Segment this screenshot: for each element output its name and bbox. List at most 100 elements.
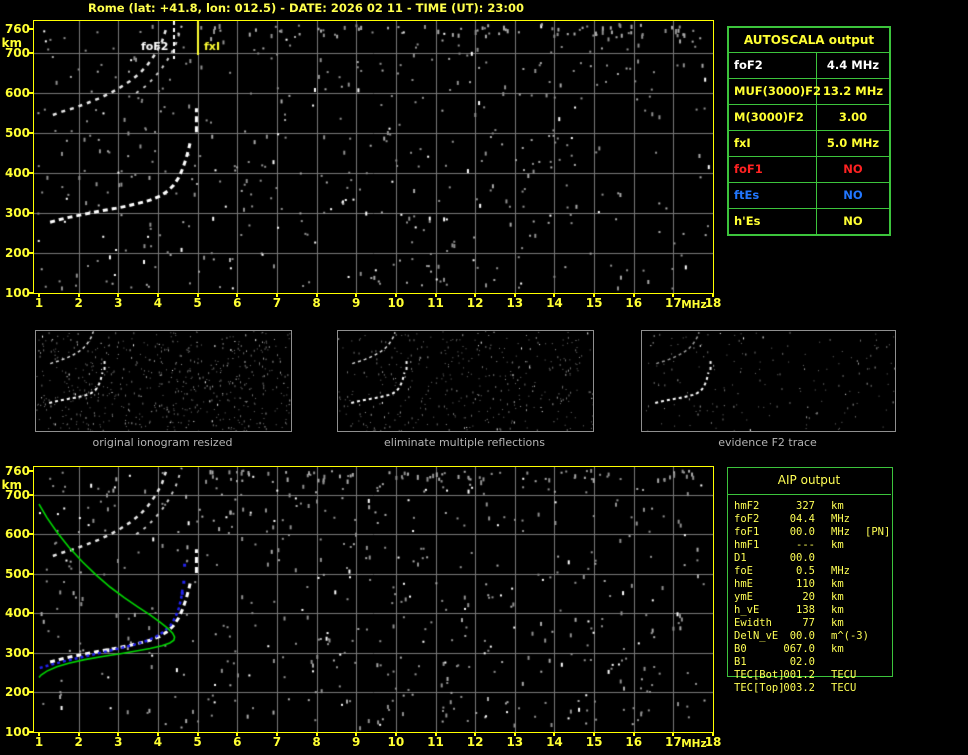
x-axis-tick-label: 8	[312, 735, 321, 749]
parameter-unit: km	[831, 539, 844, 551]
x-axis-tick	[394, 294, 397, 297]
y-axis-tick-label: 700	[4, 46, 30, 60]
x-axis-tick	[77, 294, 80, 297]
y-axis-tick	[29, 731, 33, 733]
autoscala-row: MUF(3000)F2 13.2 MHz	[729, 79, 889, 105]
thumbnail-original-ionogram	[35, 330, 292, 432]
parameter-flag: [PN]	[865, 526, 891, 538]
y-axis-tick-label: 600	[4, 527, 30, 542]
y-axis-unit-label: km	[1, 478, 22, 492]
aip-row: TEC[Top] 003.2 TECU	[727, 682, 903, 695]
parameter-name: B1	[734, 656, 747, 668]
x-axis-tick-label: 8	[312, 296, 321, 310]
parameter-value: NO	[843, 188, 863, 202]
x-axis-unit-label: MHz	[681, 738, 707, 750]
parameter-name: hmE	[734, 578, 753, 590]
parameter-name: ymE	[734, 591, 753, 603]
autoscala-row: foF2 4.4 MHz	[729, 53, 889, 79]
y-axis-tick-label: 200	[4, 246, 30, 260]
x-axis-tick	[275, 294, 278, 297]
parameter-value: 0.5	[796, 565, 815, 577]
parameter-unit: km	[831, 578, 844, 590]
parameter-value: 04.4	[789, 513, 815, 525]
x-axis-tick	[712, 733, 715, 736]
x-axis-tick	[672, 294, 675, 297]
parameter-value: 20	[802, 591, 815, 603]
aip-row: foE 0.5 MHz	[727, 565, 903, 578]
station-title: Rome (lat: +41.8, lon: 012.5) - DATE: 20…	[88, 1, 525, 15]
x-axis-tick-label: 2	[74, 735, 83, 749]
x-axis-tick	[315, 294, 318, 297]
parameter-value: 327	[796, 500, 815, 512]
parameter-value: 13.2 MHz	[822, 84, 884, 98]
parameter-name: foF1	[729, 157, 817, 182]
parameter-name: ftEs	[729, 183, 817, 208]
aip-row: TEC[Bot] 001.2 TECU	[727, 669, 903, 682]
y-axis-tick-label: 600	[4, 86, 30, 100]
aip-table: AIP output hmF2 327 km foF2 04.4 MHz foF1 00.0 M…	[727, 467, 903, 703]
parameter-name: foF2	[729, 53, 817, 78]
parameter-unit: km	[831, 617, 844, 629]
parameter-value: 00.0	[789, 526, 815, 538]
x-axis-tick	[434, 294, 437, 297]
x-axis-tick-label: 12	[466, 296, 484, 310]
parameter-name: hmF2	[734, 500, 760, 512]
parameter-value: 110	[796, 578, 815, 590]
parameter-unit: MHz	[831, 565, 850, 577]
y-axis-tick-label: 760	[4, 464, 30, 478]
thumbnail-caption: evidence F2 trace	[718, 436, 817, 449]
y-axis-tick	[29, 212, 33, 214]
x-axis-tick-label: 5	[193, 296, 202, 310]
thumbnail-canvas	[36, 331, 291, 431]
parameter-unit: km	[831, 500, 844, 512]
parameter-name: h'Es	[729, 209, 817, 234]
x-axis-tick-label: 10	[387, 296, 405, 310]
x-axis-tick	[275, 733, 278, 736]
x-axis-tick-label: 14	[546, 296, 563, 310]
x-axis-tick-label: 1	[34, 735, 44, 749]
thumbnail-evidence-f2	[641, 330, 896, 432]
y-axis-tick-label: 500	[4, 566, 30, 581]
parameter-value: 4.4 MHz	[826, 58, 880, 72]
x-axis-tick	[553, 294, 556, 297]
thumbnail-canvas	[642, 331, 895, 431]
parameter-unit: km	[831, 643, 844, 655]
aip-row: foF1 00.0 MHz [PN]	[727, 526, 903, 539]
parameter-value: 77	[802, 617, 815, 629]
x-axis-tick-label: 9	[352, 735, 361, 749]
x-axis-tick	[355, 733, 358, 736]
autoscala-table-rows: foF2 4.4 MHz MUF(3000)F2 13.2 MHz M(3000)F2 3…	[729, 53, 889, 234]
x-axis-tick-label: 14	[546, 735, 563, 749]
x-axis-tick	[593, 733, 596, 736]
aip-row: foF2 04.4 MHz	[727, 513, 903, 526]
x-axis-tick	[712, 294, 715, 297]
thumbnail-caption: original ionogram resized	[92, 436, 233, 449]
x-axis-tick-label: 17	[665, 296, 682, 310]
y-axis-tick-label: 100	[4, 725, 30, 739]
x-axis-tick	[156, 733, 159, 736]
aip-row: h_vE 138 km	[727, 604, 903, 617]
parameter-name: M(3000)F2	[729, 105, 817, 130]
x-axis-tick	[156, 294, 159, 297]
parameter-name: foF2	[734, 513, 760, 525]
parameter-name: foE	[734, 565, 753, 577]
y-axis-tick-label: 500	[4, 126, 30, 140]
parameter-value: 00.0	[789, 552, 815, 564]
parameter-name: B0	[734, 643, 747, 655]
parameter-value: 003.2	[783, 682, 815, 694]
x-axis-tick-label: 3	[114, 735, 123, 749]
autoscala-table-title: AUTOSCALA output	[729, 28, 889, 53]
x-axis-tick	[513, 733, 516, 736]
parameter-name: fxI	[729, 131, 817, 156]
parameter-value: 00.0	[789, 630, 815, 642]
y-axis-tick-label: 100	[4, 286, 30, 300]
autoscala-row: fxI 5.0 MHz	[729, 131, 889, 157]
y-axis-tick	[29, 533, 33, 536]
x-axis-tick	[196, 294, 199, 297]
y-axis-tick	[29, 493, 33, 496]
autoscala-row: foF1 NO	[729, 157, 889, 183]
y-axis-tick-label: 700	[4, 487, 30, 502]
y-axis-tick	[29, 132, 33, 134]
aip-row: hmF2 327 km	[727, 500, 903, 513]
aip-row: hmE 110 km	[727, 578, 903, 591]
